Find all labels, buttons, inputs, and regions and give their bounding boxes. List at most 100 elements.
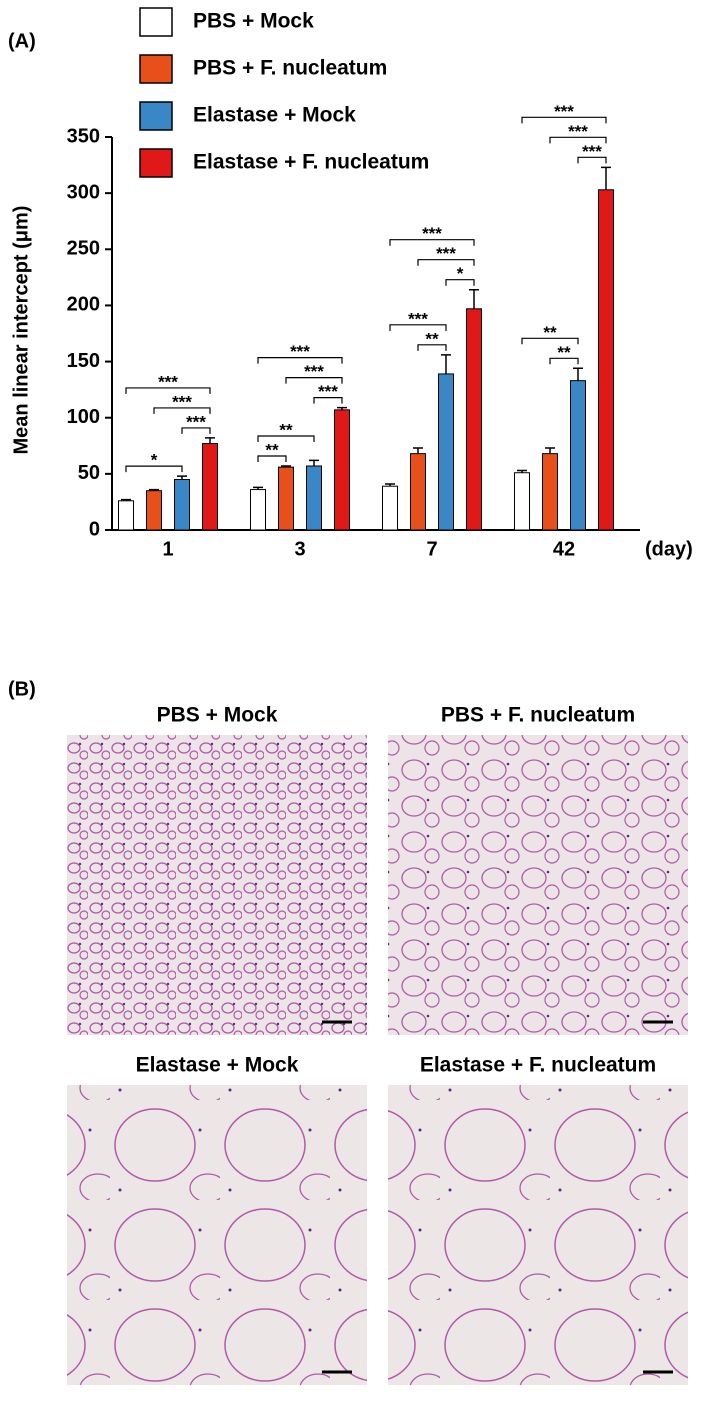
bar — [598, 189, 614, 531]
x-tick-label: 42 — [553, 538, 575, 560]
significance-bracket — [285, 377, 343, 384]
significance-bracket — [521, 116, 607, 124]
histology-image — [388, 735, 688, 1035]
bar — [382, 485, 398, 531]
error-bar — [281, 465, 291, 468]
significance-label: *** — [554, 102, 574, 121]
y-tick-label: 100 — [67, 406, 100, 428]
x-tick-label: 7 — [426, 538, 437, 560]
y-tick-label: 300 — [67, 181, 100, 203]
significance-label: ** — [425, 329, 439, 348]
image-title: Elastase + Mock — [136, 1054, 299, 1077]
bar — [334, 409, 350, 531]
bar — [278, 466, 294, 531]
significance-label: * — [151, 451, 158, 470]
image-title: PBS + Mock — [157, 704, 278, 727]
significance-bracket — [257, 435, 315, 442]
bar — [250, 489, 266, 531]
bar — [118, 500, 134, 531]
error-bar — [121, 498, 131, 501]
bar — [202, 443, 218, 531]
error-bar — [149, 488, 159, 491]
bar — [146, 490, 162, 531]
error-bar — [413, 447, 423, 454]
y-tick-label: 350 — [67, 125, 100, 147]
significance-label: *** — [568, 122, 588, 141]
histology-image — [67, 1085, 367, 1385]
histology-image — [388, 1085, 688, 1385]
significance-bracket — [577, 156, 607, 164]
significance-bracket — [257, 455, 287, 462]
y-tick-label: 150 — [67, 350, 100, 372]
legend-label: PBS + F. nucleatum — [193, 57, 387, 80]
y-tick-label: 200 — [67, 294, 100, 316]
legend-swatch — [139, 148, 173, 178]
significance-bracket — [125, 465, 183, 473]
significance-label: *** — [408, 309, 428, 328]
error-bar — [469, 288, 479, 309]
bar — [410, 453, 426, 531]
bar — [570, 380, 586, 531]
significance-label: *** — [582, 142, 602, 161]
error-bar — [573, 367, 583, 381]
significance-label: ** — [265, 440, 279, 459]
legend-swatch — [139, 54, 173, 84]
bar — [542, 453, 558, 531]
x-tick-label: 1 — [162, 538, 173, 560]
bar — [174, 478, 190, 531]
legend-swatch — [139, 101, 173, 131]
panel-label: (A) — [8, 30, 36, 52]
significance-label: *** — [290, 342, 310, 361]
significance-bracket — [389, 324, 447, 331]
x-axis-title: (day) — [645, 538, 693, 560]
bar — [514, 472, 530, 531]
y-axis-title: Mean linear intercept (μm) — [10, 206, 32, 455]
significance-label: ** — [543, 323, 557, 342]
error-bar — [337, 406, 347, 410]
histology-image — [67, 735, 367, 1035]
significance-label: * — [457, 264, 464, 283]
error-bar — [385, 483, 395, 487]
error-bar — [517, 469, 527, 473]
bar — [306, 465, 322, 531]
legend-label: Elastase + Mock — [193, 104, 356, 127]
y-tick-label: 50 — [78, 462, 100, 484]
significance-bracket — [257, 357, 343, 364]
error-bar — [309, 459, 319, 466]
significance-label: *** — [436, 244, 456, 263]
legend-label: Elastase + F. nucleatum — [193, 151, 429, 174]
legend-swatch — [139, 7, 173, 37]
error-bar — [601, 166, 611, 190]
significance-bracket — [445, 279, 475, 286]
image-title: Elastase + F. nucleatum — [420, 1054, 656, 1077]
significance-bracket — [549, 357, 579, 365]
error-bar — [441, 354, 451, 374]
significance-bracket — [417, 344, 447, 351]
bar — [438, 373, 454, 531]
significance-bracket — [389, 239, 475, 246]
error-bar — [253, 486, 263, 490]
significance-label: *** — [304, 362, 324, 381]
significance-label: *** — [172, 392, 192, 411]
error-bar — [545, 447, 555, 454]
significance-label: ** — [279, 420, 293, 439]
error-bar — [177, 475, 187, 480]
image-title: PBS + F. nucleatum — [441, 704, 635, 727]
significance-bracket — [417, 259, 475, 266]
bar — [466, 308, 482, 531]
significance-label: ** — [557, 343, 571, 362]
significance-label: *** — [186, 412, 206, 431]
significance-bracket — [181, 427, 211, 434]
significance-bracket — [549, 136, 607, 144]
significance-bracket — [521, 337, 579, 345]
significance-label: *** — [318, 382, 338, 401]
significance-label: *** — [158, 372, 178, 391]
significance-bracket — [153, 407, 211, 414]
panel-label: (B) — [8, 678, 36, 700]
x-tick-label: 3 — [294, 538, 305, 560]
error-bar — [205, 437, 215, 444]
y-tick-label: 250 — [67, 238, 100, 260]
significance-bracket — [125, 387, 211, 394]
y-tick-label: 0 — [89, 518, 100, 540]
